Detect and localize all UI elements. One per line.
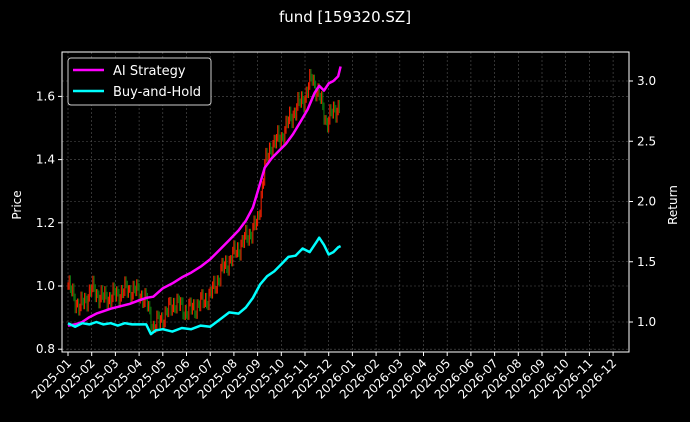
- y-tick-label-right: 2.0: [637, 195, 656, 209]
- legend: AI Strategy Buy-and-Hold: [67, 57, 212, 106]
- y-axis-label-left: Price: [10, 190, 24, 219]
- chart-title: fund [159320.SZ]: [278, 8, 412, 26]
- y-tick-label-right: 2.5: [637, 134, 656, 148]
- legend-label-buy-and-hold: Buy-and-Hold: [113, 85, 201, 100]
- y-tick-label-right: 1.5: [637, 255, 656, 269]
- y-tick-label-left: 1.2: [36, 216, 55, 230]
- y-axis-left: 0.8 1.0 1.2 1.4 1.6: [36, 89, 62, 356]
- series-lines: [67, 66, 342, 336]
- y-tick-label-left: 1.0: [36, 279, 55, 293]
- price-candlesticks: [67, 68, 340, 333]
- y-tick-label-right: 1.0: [637, 315, 656, 329]
- y-tick-label-left: 1.4: [36, 153, 55, 167]
- y-tick-label-left: 0.8: [36, 342, 55, 356]
- x-axis: 2025-012025-022025-032025-042025-052025-…: [29, 352, 619, 402]
- buy-and-hold-line: [67, 236, 342, 336]
- y-axis-right: 1.0 1.5 2.0 2.5 3.0: [629, 74, 656, 329]
- legend-label-ai-strategy: AI Strategy: [113, 64, 186, 79]
- y-tick-label-left: 1.6: [36, 89, 55, 103]
- ai-strategy-line: [67, 66, 342, 327]
- y-axis-label-right: Return: [666, 185, 680, 225]
- grid-lines: [62, 52, 629, 352]
- y-tick-label-right: 3.0: [637, 74, 656, 88]
